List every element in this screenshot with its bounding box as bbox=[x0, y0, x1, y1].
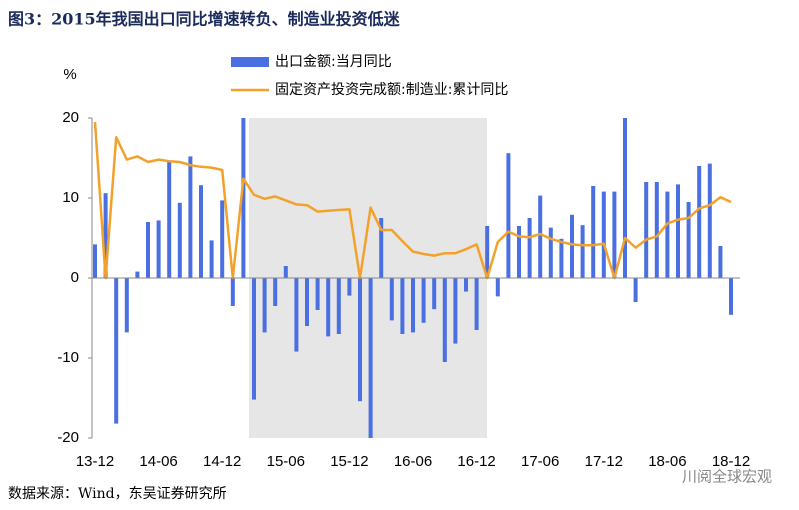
bar bbox=[389, 278, 394, 321]
watermark: 川阅全球宏观 bbox=[682, 468, 772, 486]
y-tick-label: 0 bbox=[71, 269, 79, 286]
bar bbox=[580, 225, 585, 278]
bar bbox=[273, 278, 278, 306]
y-tick-label: 10 bbox=[62, 189, 79, 206]
bar bbox=[305, 278, 309, 326]
bar bbox=[294, 278, 299, 352]
bar bbox=[358, 278, 362, 402]
y-tick-label: -10 bbox=[57, 349, 79, 366]
bar bbox=[241, 118, 246, 278]
bar bbox=[315, 278, 320, 310]
bar bbox=[400, 278, 405, 334]
bar bbox=[347, 278, 352, 296]
bar bbox=[156, 220, 161, 278]
bar bbox=[114, 278, 119, 424]
bar bbox=[326, 278, 331, 337]
bar bbox=[676, 184, 680, 278]
line bbox=[93, 121, 732, 280]
bar bbox=[527, 218, 532, 278]
bar bbox=[283, 266, 288, 278]
bar bbox=[103, 193, 108, 278]
bar bbox=[495, 278, 500, 297]
bar bbox=[654, 182, 659, 278]
bar bbox=[209, 240, 214, 278]
bar bbox=[432, 278, 437, 310]
bar bbox=[665, 191, 670, 278]
bar bbox=[252, 278, 256, 400]
bar bbox=[453, 278, 458, 344]
bar bbox=[686, 202, 691, 278]
bar bbox=[188, 156, 193, 278]
legend-label: 出口金额:当月同比 bbox=[275, 54, 392, 70]
bar bbox=[559, 238, 564, 278]
bar bbox=[570, 214, 574, 278]
bar bbox=[697, 166, 702, 278]
bar bbox=[124, 278, 129, 333]
bar bbox=[442, 278, 447, 362]
y-tick-label: 20 bbox=[62, 109, 79, 126]
bar bbox=[644, 182, 649, 278]
bar bbox=[464, 278, 468, 292]
bar bbox=[517, 226, 521, 278]
plot-area bbox=[93, 118, 733, 438]
x-tick-label: 14-06 bbox=[139, 453, 177, 470]
bar bbox=[485, 226, 490, 278]
x-tick-label: 18-06 bbox=[648, 453, 686, 470]
y-axis-label: % bbox=[63, 66, 76, 83]
x-tick-label: 16-12 bbox=[457, 453, 495, 470]
x-tick-label: 14-12 bbox=[203, 453, 241, 470]
bar bbox=[591, 186, 596, 278]
bar bbox=[146, 222, 150, 278]
bar bbox=[623, 118, 627, 278]
bar bbox=[135, 271, 140, 278]
bar bbox=[177, 202, 182, 278]
bar bbox=[199, 185, 203, 278]
x-tick-label: 16-06 bbox=[394, 453, 432, 470]
bar bbox=[220, 200, 225, 278]
bar bbox=[633, 278, 638, 302]
bar bbox=[707, 163, 712, 278]
y-tick-label: -20 bbox=[57, 429, 79, 446]
bar bbox=[474, 278, 479, 330]
bar bbox=[368, 278, 373, 438]
bar bbox=[718, 246, 723, 278]
bar bbox=[612, 191, 617, 278]
bar bbox=[538, 195, 543, 278]
x-tick-label: 18-12 bbox=[712, 453, 750, 470]
bar bbox=[379, 218, 384, 278]
bar bbox=[506, 153, 511, 278]
x-tick-label: 13-12 bbox=[76, 453, 114, 470]
x-tick-label: 15-06 bbox=[267, 453, 305, 470]
bar bbox=[548, 227, 553, 278]
bar bbox=[262, 278, 267, 333]
bar bbox=[601, 191, 606, 278]
x-tick-label: 17-12 bbox=[585, 453, 623, 470]
chart-title: 图3：2015年我国出口同比增速转负、制造业投资低迷 bbox=[8, 10, 401, 29]
x-tick-label: 15-12 bbox=[330, 453, 368, 470]
bar bbox=[93, 244, 97, 278]
source: 数据来源：Wind，东吴证券研究所 bbox=[8, 486, 227, 502]
bar bbox=[336, 278, 341, 334]
bar bbox=[230, 278, 235, 306]
legend-swatch bbox=[231, 57, 269, 67]
bar bbox=[729, 278, 733, 315]
x-tick-label: 17-06 bbox=[521, 453, 559, 470]
legend-label: 固定资产投资完成额:制造业:累计同比 bbox=[275, 82, 508, 98]
bar bbox=[167, 162, 172, 278]
bar bbox=[421, 278, 426, 323]
bar bbox=[411, 278, 415, 333]
